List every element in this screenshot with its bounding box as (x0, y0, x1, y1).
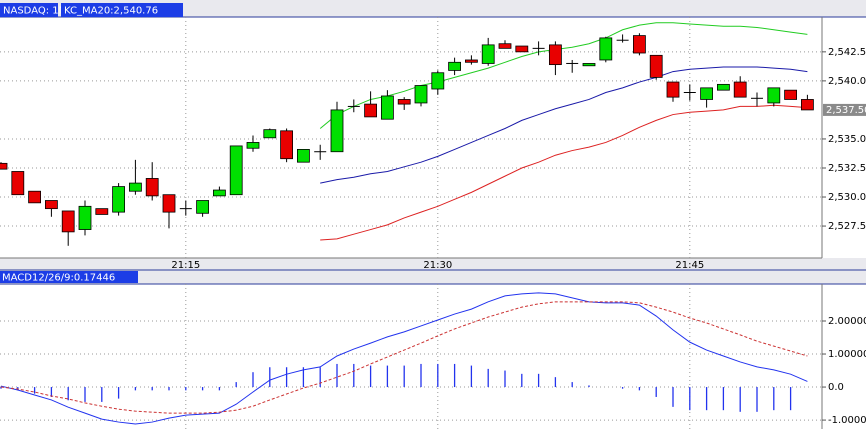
macd-title-box (0, 271, 138, 283)
candle-body (464, 59, 478, 63)
candle-body (767, 87, 781, 104)
price-axis-area (822, 17, 866, 258)
y-tick-label: 2,527.50 (828, 221, 866, 232)
candle-body (397, 99, 411, 105)
candle-body (515, 45, 529, 53)
candle-body (448, 61, 462, 71)
macd-title: MACD12/26/9:0.17446 (2, 273, 115, 284)
y-tick-label: -1.00000 (828, 415, 866, 426)
candle-body (801, 99, 814, 111)
candle-body (700, 87, 713, 100)
x-tick-label: 21:15 (171, 260, 200, 271)
candle-body (633, 35, 646, 54)
candle-body (717, 83, 730, 91)
candle-body (599, 37, 613, 61)
candle-body (498, 43, 512, 49)
y-tick-label: 2.00000 (828, 316, 866, 327)
candle-body (481, 44, 495, 64)
macd-line (0, 292, 808, 425)
candle-body (666, 81, 680, 98)
candle-body (263, 129, 277, 139)
candle-body (0, 162, 8, 170)
y-tick-label: 1.00000 (828, 349, 866, 360)
last-price-box (823, 103, 866, 116)
x-tick-label: 21:45 (675, 260, 704, 271)
macd-panel (0, 284, 822, 429)
y-tick-label: 2,530.00 (828, 192, 866, 203)
title-box (0, 3, 58, 17)
price-panel (0, 17, 822, 258)
candle-body (649, 54, 663, 78)
candle-body (280, 130, 294, 160)
y-tick-label: 2,535.00 (828, 134, 866, 145)
candle-body (733, 81, 747, 98)
candle-body (246, 142, 260, 149)
band-line (320, 66, 808, 184)
macd-axis-area (822, 284, 866, 429)
candle-body (330, 109, 344, 153)
candle-body (162, 194, 176, 213)
candle-body (145, 178, 159, 197)
candle-body (229, 145, 243, 196)
candle-body (212, 189, 226, 197)
candle-body (45, 200, 58, 210)
candle-body (380, 95, 394, 120)
candle-body (28, 190, 42, 204)
candle-body (196, 200, 210, 214)
x-tick-label: 21:30 (423, 260, 452, 271)
candle-body (549, 44, 562, 66)
candle-body (431, 72, 445, 90)
candle-body (95, 208, 109, 215)
candle-body (582, 63, 596, 67)
candle-body (112, 186, 125, 213)
y-tick-label: 2,542.50 (828, 47, 866, 58)
candle-body (414, 85, 428, 104)
candle-body (61, 210, 75, 233)
candle-body (128, 182, 142, 192)
candle-body (784, 89, 797, 100)
candle-body (364, 103, 378, 118)
y-tick-label: 2,540.00 (828, 76, 866, 87)
last-price-label: 2,537.50 (826, 105, 866, 116)
candle-body (296, 149, 310, 163)
candle-body (11, 171, 25, 196)
y-tick-label: 2,532.50 (828, 163, 866, 174)
macd-line (0, 301, 808, 414)
chart-title: NASDAQ: 1M (3, 6, 67, 17)
indicator-label: KC_MA20:2,540.76 (64, 6, 158, 17)
band-line (320, 104, 808, 241)
y-tick-label: 0.0 (828, 382, 844, 393)
indicator-box (61, 3, 183, 17)
band-line (319, 22, 808, 129)
candle-body (78, 205, 92, 230)
